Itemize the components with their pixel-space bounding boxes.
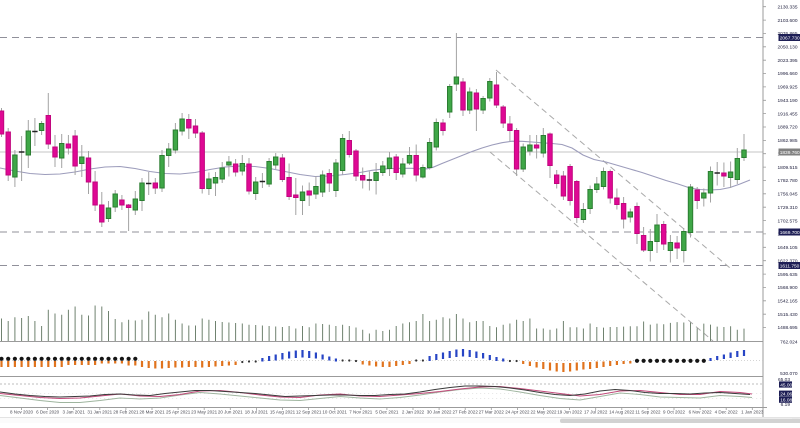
svg-text:27 Feb 2022: 27 Feb 2022	[453, 410, 479, 415]
svg-text:2050.130: 2050.130	[777, 45, 797, 51]
svg-text:1568.900: 1568.900	[777, 285, 797, 291]
svg-text:12 Sep 2021: 12 Sep 2021	[296, 410, 322, 415]
svg-text:4 Dec 2022: 4 Dec 2022	[715, 410, 739, 415]
svg-text:17 Jul 2022: 17 Jul 2022	[584, 410, 608, 415]
svg-text:3 Jan 2021: 3 Jan 2021	[63, 410, 86, 415]
svg-text:6 Nov 2022: 6 Nov 2022	[689, 410, 713, 415]
svg-text:1969.925: 1969.925	[777, 85, 797, 91]
svg-text:27 Mar 2022: 27 Mar 2022	[479, 410, 505, 415]
svg-text:24.06: 24.06	[780, 391, 792, 397]
svg-text:1809.515: 1809.515	[777, 165, 797, 171]
svg-text:8 Nov 2020: 8 Nov 2020	[10, 410, 34, 415]
svg-text:30 Jan 2022: 30 Jan 2022	[427, 410, 452, 415]
svg-text:28 Feb 2021: 28 Feb 2021	[113, 410, 139, 415]
svg-text:22 May 2022: 22 May 2022	[530, 410, 557, 415]
svg-text:1889.720: 1889.720	[777, 125, 797, 131]
svg-text:2103.600: 2103.600	[777, 18, 797, 24]
svg-text:762.024: 762.024	[780, 339, 798, 345]
svg-text:5 Dec 2021: 5 Dec 2021	[375, 410, 399, 415]
svg-text:1669.700: 1669.700	[780, 230, 800, 236]
svg-text:2023.395: 2023.395	[777, 58, 797, 64]
svg-text:1756.045: 1756.045	[777, 192, 797, 198]
svg-text:1943.190: 1943.190	[777, 98, 797, 104]
svg-text:1542.165: 1542.165	[777, 299, 797, 305]
svg-text:1702.575: 1702.575	[777, 218, 797, 224]
svg-text:24 Apr 2022: 24 Apr 2022	[505, 410, 530, 415]
svg-text:2 Jan 2022: 2 Jan 2022	[402, 410, 425, 415]
svg-text:25 Apr 2021: 25 Apr 2021	[166, 410, 191, 415]
svg-text:530.070: 530.070	[780, 371, 798, 377]
svg-text:1729.310: 1729.310	[777, 205, 797, 211]
svg-text:23 May 2021: 23 May 2021	[191, 410, 218, 415]
svg-text:1649.105: 1649.105	[777, 245, 797, 251]
svg-text:6 Dec 2020: 6 Dec 2020	[36, 410, 60, 415]
svg-text:9 Oct 2022: 9 Oct 2022	[663, 410, 686, 415]
svg-text:19 Jun 2022: 19 Jun 2022	[557, 410, 582, 415]
svg-text:14 Aug 2022: 14 Aug 2022	[609, 410, 635, 415]
svg-text:1611.750: 1611.750	[780, 263, 800, 269]
svg-text:1916.455: 1916.455	[777, 111, 797, 117]
svg-text:20 Jun 2021: 20 Jun 2021	[218, 410, 243, 415]
svg-text:2130.335: 2130.335	[777, 4, 797, 10]
svg-text:45.00: 45.00	[780, 382, 792, 388]
svg-text:1996.660: 1996.660	[777, 71, 797, 77]
svg-text:7 Nov 2021: 7 Nov 2021	[349, 410, 373, 415]
svg-text:1488.695: 1488.695	[777, 325, 797, 331]
svg-text:1839.760: 1839.760	[780, 150, 800, 156]
svg-text:31 Jan 2021: 31 Jan 2021	[87, 410, 112, 415]
svg-text:1 Jan 2023: 1 Jan 2023	[741, 410, 764, 415]
svg-text:11 Sep 2022: 11 Sep 2022	[635, 410, 661, 415]
svg-text:2067.730: 2067.730	[780, 35, 800, 41]
svg-text:28 Mar 2021: 28 Mar 2021	[139, 410, 165, 415]
svg-text:1595.635: 1595.635	[777, 272, 797, 278]
svg-text:16.08: 16.08	[780, 398, 792, 404]
svg-text:1862.985: 1862.985	[777, 138, 797, 144]
svg-text:1515.430: 1515.430	[777, 312, 797, 318]
svg-text:10 Oct 2021: 10 Oct 2021	[322, 410, 347, 415]
svg-text:15 Aug 2021: 15 Aug 2021	[270, 410, 296, 415]
svg-text:18 Jul 2021: 18 Jul 2021	[245, 410, 269, 415]
svg-text:1782.780: 1782.780	[777, 178, 797, 184]
